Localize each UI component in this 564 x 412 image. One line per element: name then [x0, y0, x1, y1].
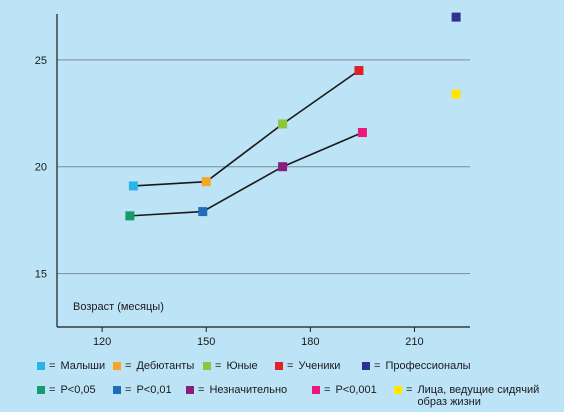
legend-swatch	[37, 362, 45, 370]
data-point	[357, 128, 367, 138]
legend-equals: =	[406, 384, 413, 396]
legend: = Малыши = Дебютанты = Юные = Ученики = Профессио…	[30, 360, 560, 410]
data-point	[198, 207, 208, 217]
legend-swatch	[113, 362, 121, 370]
legend-equals: =	[287, 360, 294, 372]
legend-equals: =	[125, 384, 132, 396]
x-tick-label: 210	[405, 336, 423, 348]
legend-item: = P<0,001	[312, 384, 377, 396]
line-chart: 15 20 25 120 150 180 210 Возраст (месяцы)	[35, 12, 470, 348]
legend-equals: =	[49, 384, 56, 396]
legend-equals: =	[374, 360, 381, 372]
x-tick-label: 150	[197, 336, 215, 348]
legend-item: = Ученики	[275, 360, 340, 372]
legend-swatch	[275, 362, 283, 370]
legend-item: = P<0,05	[37, 384, 96, 396]
data-point	[125, 211, 135, 221]
series-line-2	[129, 131, 363, 217]
series-line-1	[133, 69, 360, 187]
legend-swatch	[113, 386, 121, 394]
data-point	[128, 181, 138, 191]
x-axis-title: Возраст (месяцы)	[73, 301, 164, 313]
legend-swatch	[186, 386, 194, 394]
data-point	[451, 12, 461, 22]
legend-label: Юные	[226, 360, 258, 372]
data-point	[354, 66, 364, 76]
series-lines	[129, 69, 363, 217]
legend-item: = Профессионалы	[362, 360, 471, 372]
tick-labels: 15 20 25 120 150 180 210	[35, 55, 424, 348]
axes	[56, 14, 470, 328]
legend-equals: =	[125, 360, 132, 372]
data-point	[451, 89, 461, 99]
legend-equals: =	[324, 384, 331, 396]
legend-swatch	[37, 386, 45, 394]
legend-item: = Лица, ведущие сидячий образ жизни	[394, 384, 547, 408]
y-tick-label: 20	[35, 162, 47, 174]
legend-label: P<0,01	[136, 384, 172, 396]
data-points	[125, 12, 461, 221]
y-tick-label: 25	[35, 55, 47, 67]
legend-item: = Незначительно	[186, 384, 287, 396]
gridlines	[57, 59, 470, 275]
data-point	[278, 162, 288, 172]
legend-label: Дебютанты	[136, 360, 195, 372]
y-tick-label: 15	[35, 269, 47, 281]
legend-row-groups: = Малыши = Дебютанты = Юные = Ученики = Профессио…	[30, 360, 560, 384]
legend-label: P<0,05	[60, 384, 96, 396]
legend-label: Ученики	[298, 360, 341, 372]
data-point	[278, 119, 288, 129]
legend-label: P<0,001	[335, 384, 377, 396]
data-point	[201, 177, 211, 187]
legend-equals: =	[215, 360, 222, 372]
legend-label: Профессионалы	[385, 360, 471, 372]
legend-row-significance: = P<0,05 = P<0,01 = Незначительно = P<0,001 = Лиц…	[30, 384, 560, 408]
legend-item: = Дебютанты	[113, 360, 194, 372]
legend-swatch	[312, 386, 320, 394]
legend-item: = Юные	[203, 360, 258, 372]
x-tick-label: 180	[301, 336, 319, 348]
legend-equals: =	[49, 360, 56, 372]
legend-label: Малыши	[60, 360, 106, 372]
legend-label: Незначительно	[209, 384, 288, 396]
legend-swatch	[394, 386, 402, 394]
legend-swatch	[362, 362, 370, 370]
legend-item: = P<0,01	[113, 384, 172, 396]
legend-swatch	[203, 362, 211, 370]
legend-label: Лица, ведущие сидячий образ жизни	[417, 384, 540, 408]
legend-equals: =	[198, 384, 205, 396]
x-tick-label: 120	[93, 336, 111, 348]
legend-item: = Малыши	[37, 360, 105, 372]
